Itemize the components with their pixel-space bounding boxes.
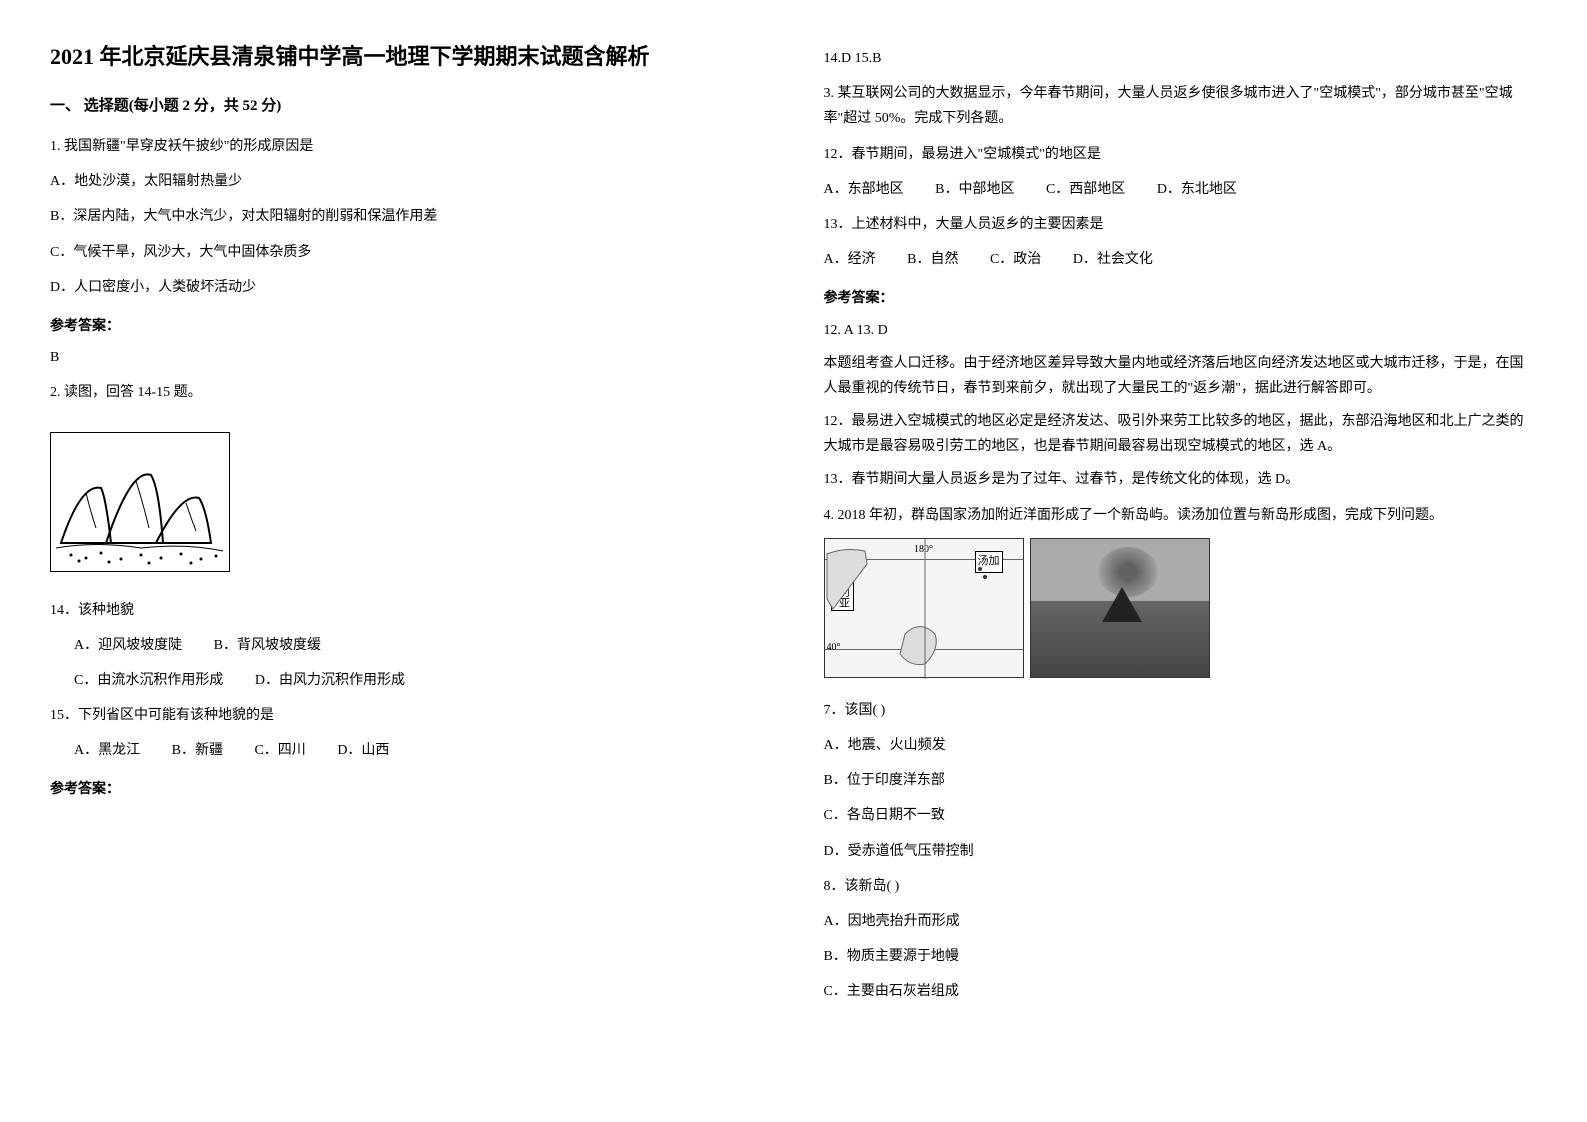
q2-15-options: A．黑龙江 B．新疆 C．四川 D．山西 <box>74 738 764 763</box>
q2-14-options-row2: C．由流水沉积作用形成 D．由风力沉积作用形成 <box>74 668 764 693</box>
q4-8-option-a: A．因地壳抬升而形成 <box>824 909 1538 934</box>
q2-15-option-d: D．山西 <box>337 738 389 763</box>
q3-13-option-c: C．政治 <box>990 247 1041 272</box>
q4-8-option-b: B．物质主要源于地幔 <box>824 944 1538 969</box>
q2-stem: 2. 读图，回答 14-15 题。 <box>50 380 764 405</box>
q2-14-option-d: D．由风力沉积作用形成 <box>255 668 405 693</box>
q3-answer-label: 参考答案： <box>824 286 1538 311</box>
q2-14-stem: 14．该种地貌 <box>50 598 764 623</box>
q3-13-option-d: D．社会文化 <box>1073 247 1153 272</box>
q3-answers: 12. A 13. D <box>824 318 1538 343</box>
q3-explanation-3: 13．春节期间大量人员返乡是为了过年、过春节，是传统文化的体现，选 D。 <box>824 467 1538 492</box>
dune-figure <box>50 432 230 572</box>
q4-stem: 4. 2018 年初，群岛国家汤加附近洋面形成了一个新岛屿。读汤加位置与新岛形成… <box>824 503 1538 528</box>
q1-option-d: D．人口密度小，人类破坏活动少 <box>50 275 764 300</box>
new-island-photo <box>1030 538 1210 678</box>
q2-14-options-row1: A．迎风坡坡度陡 B．背风坡坡度缓 <box>74 633 764 658</box>
q2-15-option-c: C．四川 <box>254 738 305 763</box>
left-column: 2021 年北京延庆县清泉铺中学高一地理下学期期末试题含解析 一、 选择题(每小… <box>50 40 764 1015</box>
right-column: 14.D 15.B 3. 某互联网公司的大数据显示，今年春节期间，大量人员返乡使… <box>824 40 1538 1015</box>
volcano-cone <box>1102 587 1142 622</box>
q3-12-option-d: D．东北地区 <box>1157 177 1237 202</box>
q2-15-stem: 15．下列省区中可能有该种地貌的是 <box>50 703 764 728</box>
q1-option-a: A．地处沙漠，太阳辐射热量少 <box>50 169 764 194</box>
q3-stem: 3. 某互联网公司的大数据显示，今年春节期间，大量人员返乡使很多城市进入了"空城… <box>824 81 1538 131</box>
q3-13-option-b: B．自然 <box>907 247 958 272</box>
q2-answer: 14.D 15.B <box>824 46 1538 71</box>
q3-13-stem: 13．上述材料中，大量人员返乡的主要因素是 <box>824 212 1538 237</box>
q1-answer-label: 参考答案： <box>50 314 764 339</box>
q3-12-option-a: A．东部地区 <box>824 177 904 202</box>
q4-7-option-a: A．地震、火山频发 <box>824 733 1538 758</box>
q2-15-option-a: A．黑龙江 <box>74 738 140 763</box>
q4-8-stem: 8．该新岛( ) <box>824 874 1538 899</box>
q4-8-option-c: C．主要由石灰岩组成 <box>824 979 1538 1004</box>
q3-explanation-1: 本题组考查人口迁移。由于经济地区差异导致大量内地或经济落后地区向经济发达地区或大… <box>824 351 1538 401</box>
section-1-header: 一、 选择题(每小题 2 分，共 52 分) <box>50 93 764 120</box>
q4-7-option-d: D．受赤道低气压带控制 <box>824 839 1538 864</box>
q3-12-option-b: B．中部地区 <box>935 177 1014 202</box>
q1-option-c: C．气候干旱，风沙大，大气中固体杂质多 <box>50 240 764 265</box>
tonga-location-map: 180° 20° 40° 澳大利亚 汤加 <box>824 538 1024 678</box>
q4-7-option-b: B．位于印度洋东部 <box>824 768 1538 793</box>
q2-14-option-b: B．背风坡坡度缓 <box>214 633 321 658</box>
q1-answer: B <box>50 345 764 370</box>
q4-figure-row: 180° 20° 40° 澳大利亚 汤加 <box>824 538 1538 678</box>
q2-answer-label: 参考答案： <box>50 777 764 802</box>
q3-12-option-c: C．西部地区 <box>1046 177 1125 202</box>
q3-12-options: A．东部地区 B．中部地区 C．西部地区 D．东北地区 <box>824 177 1538 202</box>
q3-12-stem: 12．春节期间，最易进入"空城模式"的地区是 <box>824 142 1538 167</box>
q2-14-option-c: C．由流水沉积作用形成 <box>74 668 223 693</box>
q1-stem: 1. 我国新疆"早穿皮袄午披纱"的形成原因是 <box>50 134 764 159</box>
q2-15-option-b: B．新疆 <box>172 738 223 763</box>
q4-7-stem: 7．该国( ) <box>824 698 1538 723</box>
q4-7-option-c: C．各岛日期不一致 <box>824 803 1538 828</box>
q1-option-b: B．深居内陆，大气中水汽少，对太阳辐射的削弱和保温作用差 <box>50 204 764 229</box>
document-title: 2021 年北京延庆县清泉铺中学高一地理下学期期末试题含解析 <box>50 40 764 73</box>
q2-14-option-a: A．迎风坡坡度陡 <box>74 633 182 658</box>
exam-document: 2021 年北京延庆县清泉铺中学高一地理下学期期末试题含解析 一、 选择题(每小… <box>50 40 1537 1015</box>
q3-explanation-2: 12．最易进入空城模式的地区必定是经济发达、吸引外来劳工比较多的地区，据此，东部… <box>824 409 1538 459</box>
q3-13-option-a: A．经济 <box>824 247 876 272</box>
q3-13-options: A．经济 B．自然 C．政治 D．社会文化 <box>824 247 1538 272</box>
